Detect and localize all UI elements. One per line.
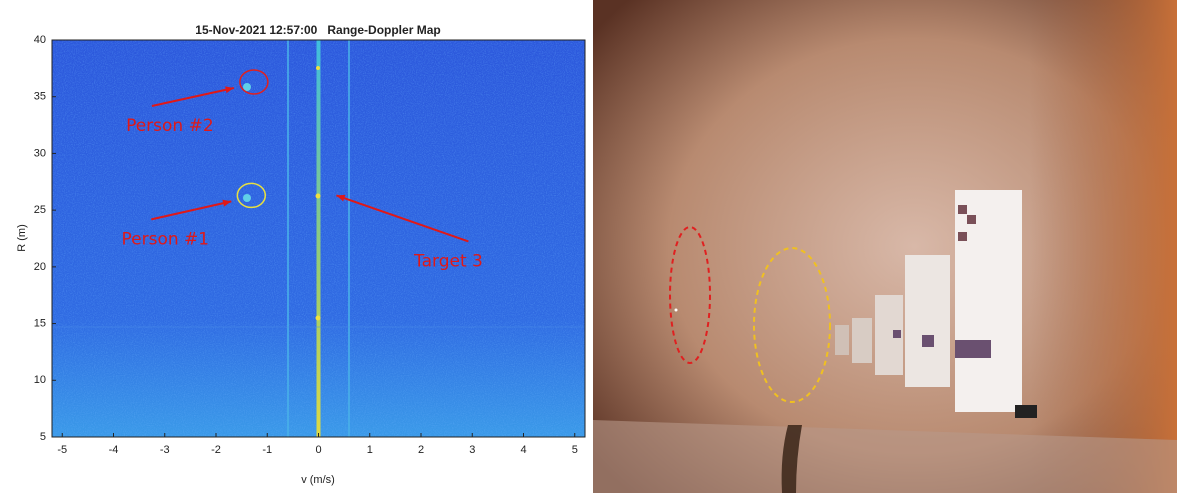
annotation-label: Person #2: [126, 116, 214, 136]
y-tick-label: 30: [34, 147, 46, 159]
x-tick-label: -2: [211, 444, 221, 456]
x-tick-label: 5: [572, 444, 578, 456]
chart-title: 15-Nov-2021 12:57:00 Range-Doppler Map: [195, 23, 440, 37]
x-tick-label: 3: [469, 444, 475, 456]
x-tick-label: 2: [418, 444, 424, 456]
y-axis-label: R (m): [16, 224, 28, 252]
photo: [593, 0, 1177, 493]
y-tick-label: 10: [34, 374, 46, 386]
figure: 15-Nov-2021 12:57:00 Range-Doppler Map v…: [0, 0, 1177, 493]
y-tick-label: 40: [34, 34, 46, 46]
y-tick-label: 5: [40, 431, 46, 443]
x-tick-label: -3: [160, 444, 170, 456]
y-tick-label: 20: [34, 261, 46, 273]
annotation-label: Person #1: [122, 229, 210, 249]
x-tick-label: -5: [57, 444, 67, 456]
y-tick-label: 25: [34, 204, 46, 216]
annotation-label: Target 3: [413, 251, 483, 271]
y-tick-label: 35: [34, 91, 46, 103]
y-tick-label: 15: [34, 317, 46, 329]
x-tick-label: -4: [109, 444, 119, 456]
x-axis-label: v (m/s): [301, 474, 335, 486]
x-tick-label: 4: [520, 444, 526, 456]
x-tick-label: 0: [315, 444, 321, 456]
x-tick-label: 1: [367, 444, 373, 456]
x-tick-label: -1: [262, 444, 272, 456]
